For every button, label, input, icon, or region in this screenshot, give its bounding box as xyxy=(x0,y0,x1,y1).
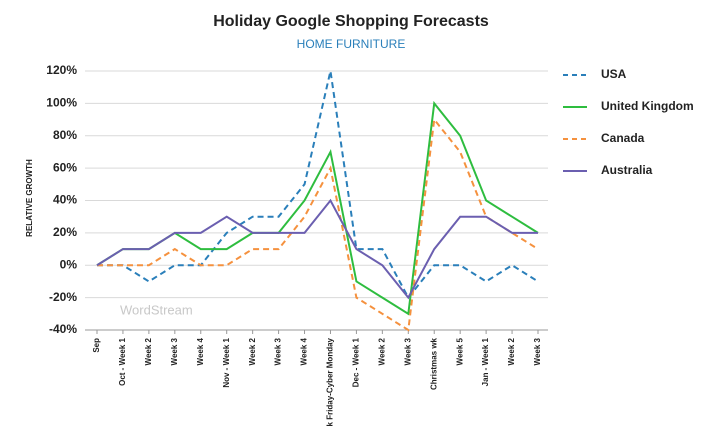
x-tick-label: Dec - Week 1 xyxy=(352,337,361,387)
y-tick-label: 20% xyxy=(53,225,77,239)
legend-label: United Kingdom xyxy=(601,99,694,113)
y-tick-label: 100% xyxy=(46,96,77,110)
legend-label: Australia xyxy=(601,163,653,177)
x-tick-label: Week 2 xyxy=(248,337,257,365)
x-tick-label: Week 4 xyxy=(300,337,309,365)
x-tick-label: Week 3 xyxy=(533,337,542,365)
series-line xyxy=(96,100,539,316)
x-tick-label: Week 3 xyxy=(170,337,179,365)
x-tick-label: Week 4 xyxy=(196,337,205,365)
x-tick-label: Week 3 xyxy=(403,337,412,365)
x-tick-label: Jan - Week 1 xyxy=(481,337,490,386)
series-line xyxy=(96,198,538,300)
x-tick-label: Oct - Week 1 xyxy=(118,337,127,385)
watermark: WordStream xyxy=(120,302,193,317)
x-tick-label: Nov - Week 1 xyxy=(222,337,231,387)
x-tick-label: Week 5 xyxy=(455,337,464,365)
y-tick-label: 60% xyxy=(53,160,77,174)
x-tick-label: Black Friday-Cyber Monday xyxy=(326,337,335,426)
y-tick-label: 0% xyxy=(60,257,78,271)
x-tick-label: Week 2 xyxy=(377,337,386,365)
y-tick-label: 40% xyxy=(53,193,77,207)
series-line xyxy=(97,70,539,300)
y-axis-label: RELATIVE GROWTH xyxy=(25,159,34,237)
legend-label: USA xyxy=(601,67,627,81)
y-tick-label: -40% xyxy=(49,322,77,336)
y-tick-label: 120% xyxy=(46,63,77,77)
x-tick-label: Week 2 xyxy=(507,337,516,365)
x-tick-label: Christmas wk xyxy=(429,337,438,390)
series-line xyxy=(97,117,539,332)
x-tick-label: Week 3 xyxy=(274,337,283,365)
y-tick-label: 80% xyxy=(53,128,77,142)
x-tick-label: Week 2 xyxy=(144,337,153,365)
legend-label: Canada xyxy=(601,131,645,145)
x-tick-label: Sep xyxy=(92,338,101,353)
chart-subtitle: HOME FURNITURE xyxy=(297,37,406,51)
y-tick-label: -20% xyxy=(49,290,77,304)
chart-title: Holiday Google Shopping Forecasts xyxy=(213,13,489,30)
